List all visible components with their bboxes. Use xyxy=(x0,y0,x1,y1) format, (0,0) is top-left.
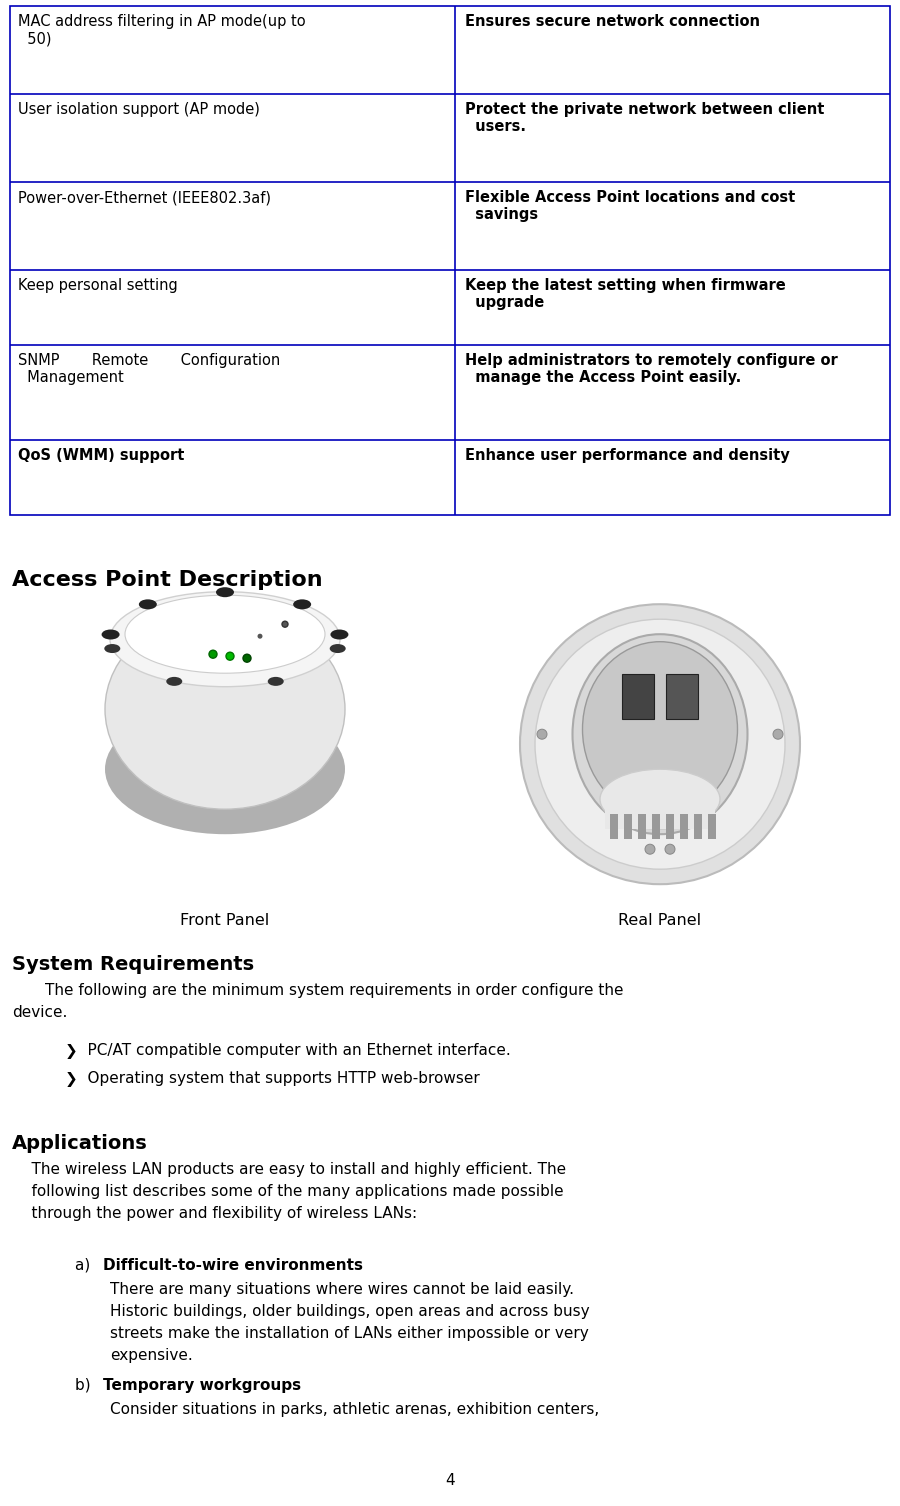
Text: streets make the installation of LANs either impossible or very: streets make the installation of LANs ei… xyxy=(110,1325,589,1340)
Circle shape xyxy=(537,729,547,739)
Ellipse shape xyxy=(572,634,748,834)
Ellipse shape xyxy=(166,676,183,685)
Text: through the power and flexibility of wireless LANs:: through the power and flexibility of wir… xyxy=(12,1206,417,1221)
Text: following list describes some of the many applications made possible: following list describes some of the man… xyxy=(12,1184,563,1199)
Text: Flexible Access Point locations and cost
  savings: Flexible Access Point locations and cost… xyxy=(465,190,796,223)
Ellipse shape xyxy=(293,599,311,610)
Bar xyxy=(10,6,890,515)
Bar xyxy=(624,815,632,839)
Text: Historic buildings, older buildings, open areas and across busy: Historic buildings, older buildings, ope… xyxy=(110,1304,590,1319)
Bar xyxy=(652,815,660,839)
Ellipse shape xyxy=(105,705,345,834)
Ellipse shape xyxy=(102,630,120,640)
Ellipse shape xyxy=(600,770,720,830)
Ellipse shape xyxy=(520,604,800,884)
Text: Front Panel: Front Panel xyxy=(180,913,270,928)
Circle shape xyxy=(773,729,783,739)
Bar xyxy=(605,794,715,830)
Bar xyxy=(70,605,380,895)
Bar xyxy=(708,815,716,839)
Bar xyxy=(505,605,815,895)
Text: SNMP       Remote       Configuration
  Management: SNMP Remote Configuration Management xyxy=(18,352,280,386)
Ellipse shape xyxy=(110,592,340,687)
Text: The wireless LAN products are easy to install and highly efficient. The: The wireless LAN products are easy to in… xyxy=(12,1163,566,1178)
Text: b): b) xyxy=(75,1378,101,1393)
Text: Applications: Applications xyxy=(12,1134,148,1154)
Text: Protect the private network between client
  users.: Protect the private network between clie… xyxy=(465,102,824,134)
Text: Keep personal setting: Keep personal setting xyxy=(18,279,178,294)
Circle shape xyxy=(243,654,251,663)
Text: Consider situations in parks, athletic arenas, exhibition centers,: Consider situations in parks, athletic a… xyxy=(110,1402,599,1417)
Ellipse shape xyxy=(105,610,345,809)
Text: User isolation support (AP mode): User isolation support (AP mode) xyxy=(18,102,260,117)
Text: Temporary workgroups: Temporary workgroups xyxy=(103,1378,302,1393)
Circle shape xyxy=(645,845,655,854)
Bar xyxy=(694,815,702,839)
Bar xyxy=(622,675,654,720)
Text: expensive.: expensive. xyxy=(110,1348,193,1363)
Bar xyxy=(666,815,674,839)
Text: Power-over-Ethernet (IEEE802.3af): Power-over-Ethernet (IEEE802.3af) xyxy=(18,190,271,205)
Ellipse shape xyxy=(267,676,284,685)
Circle shape xyxy=(257,634,263,639)
Ellipse shape xyxy=(104,645,121,654)
Text: device.: device. xyxy=(12,1005,68,1020)
Circle shape xyxy=(209,651,217,658)
Text: 4: 4 xyxy=(446,1473,454,1488)
Ellipse shape xyxy=(216,587,234,598)
Bar xyxy=(610,815,618,839)
Circle shape xyxy=(665,845,675,854)
Ellipse shape xyxy=(535,619,785,869)
Text: MAC address filtering in AP mode(up to
  50): MAC address filtering in AP mode(up to 5… xyxy=(18,14,306,47)
Bar xyxy=(680,815,688,839)
Ellipse shape xyxy=(329,645,346,654)
Text: Difficult-to-wire environments: Difficult-to-wire environments xyxy=(103,1258,363,1273)
Text: a): a) xyxy=(75,1258,100,1273)
Text: System Requirements: System Requirements xyxy=(12,955,254,974)
Text: QoS (WMM) support: QoS (WMM) support xyxy=(18,447,184,462)
Bar xyxy=(666,675,698,720)
Ellipse shape xyxy=(330,630,348,640)
Ellipse shape xyxy=(125,595,325,673)
Circle shape xyxy=(226,652,234,660)
Bar xyxy=(638,815,646,839)
Circle shape xyxy=(282,620,288,626)
Text: ❯  Operating system that supports HTTP web-browser: ❯ Operating system that supports HTTP we… xyxy=(65,1071,480,1087)
Text: There are many situations where wires cannot be laid easily.: There are many situations where wires ca… xyxy=(110,1282,574,1297)
Text: Enhance user performance and density: Enhance user performance and density xyxy=(465,447,790,462)
Text: The following are the minimum system requirements in order configure the: The following are the minimum system req… xyxy=(45,983,624,998)
Text: Access Point Description: Access Point Description xyxy=(12,569,322,590)
Text: Real Panel: Real Panel xyxy=(618,913,702,928)
Text: Keep the latest setting when firmware
  upgrade: Keep the latest setting when firmware up… xyxy=(465,279,786,310)
Text: ❯  PC/AT compatible computer with an Ethernet interface.: ❯ PC/AT compatible computer with an Ethe… xyxy=(65,1044,511,1059)
Ellipse shape xyxy=(139,599,157,610)
Text: Help administrators to remotely configure or
  manage the Access Point easily.: Help administrators to remotely configur… xyxy=(465,352,838,386)
Ellipse shape xyxy=(582,642,737,816)
Text: Ensures secure network connection: Ensures secure network connection xyxy=(465,14,760,29)
